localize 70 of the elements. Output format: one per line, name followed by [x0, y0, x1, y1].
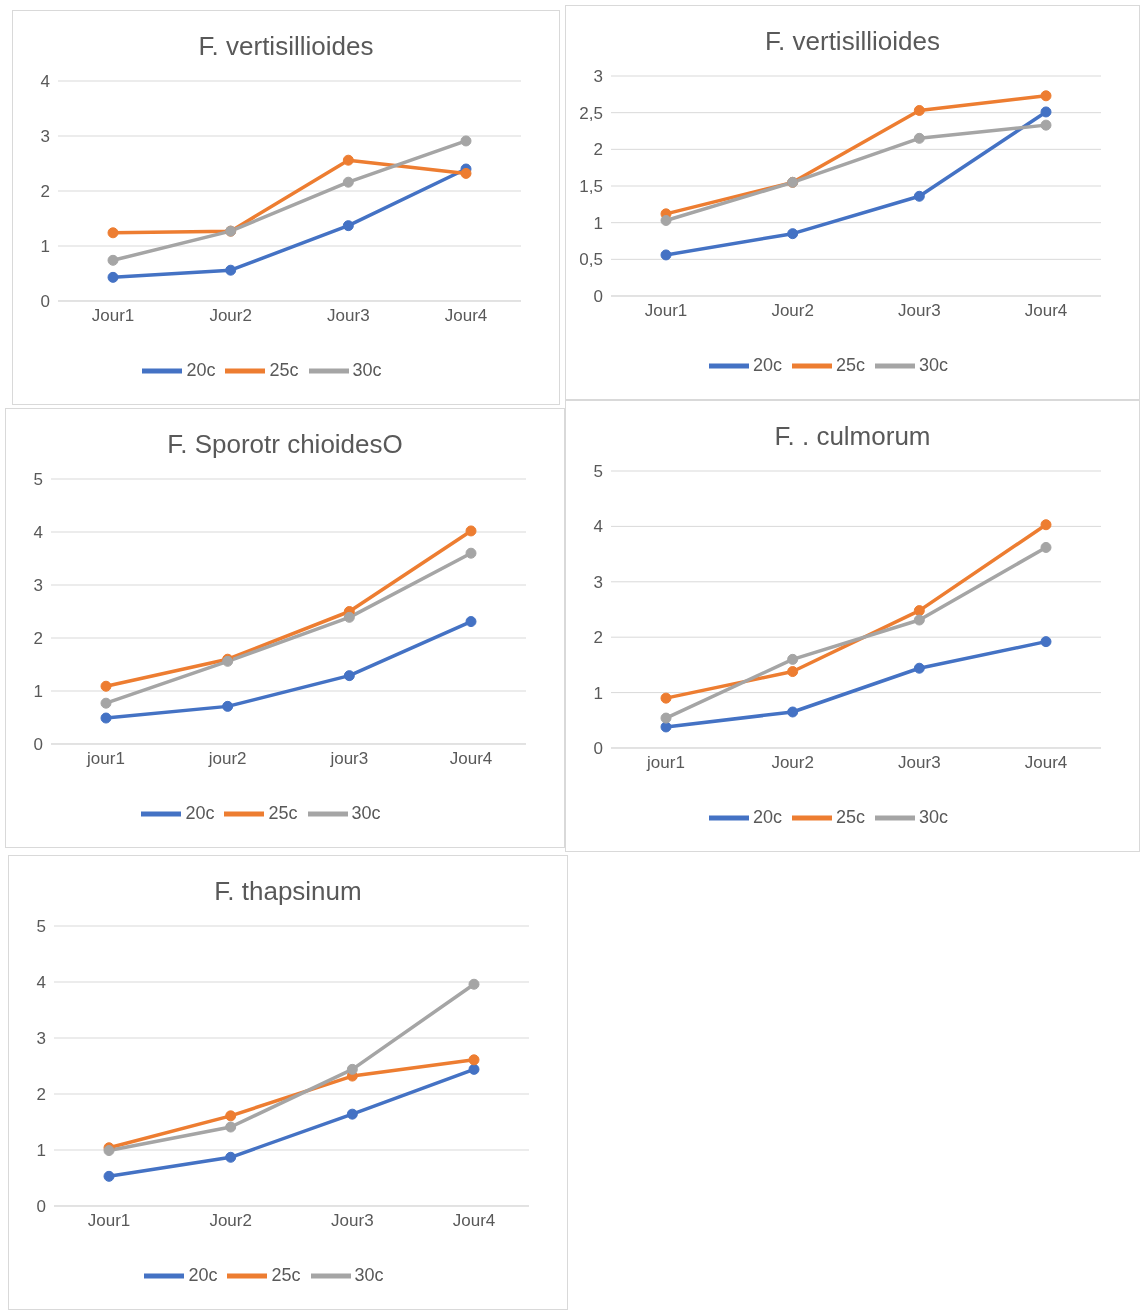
- x-tick-label: jour2: [207, 749, 247, 769]
- chart-title: F. vertisillioides: [764, 26, 941, 58]
- y-tick-label: 0: [593, 739, 603, 759]
- x-tick-label: jour1: [86, 749, 125, 769]
- legend-label: 30c: [919, 806, 949, 827]
- legend-label: 30c: [351, 802, 381, 823]
- x-tick-label: Jour2: [771, 301, 814, 321]
- legend-label: 20c: [752, 806, 782, 827]
- y-tick-label: 2: [36, 1085, 46, 1105]
- y-tick-label: 2: [40, 182, 50, 202]
- legend-label: 25c: [269, 359, 299, 380]
- y-tick-label: 5: [33, 470, 43, 490]
- legend-label: 20c: [752, 354, 782, 375]
- chart-title: F. Sporotr chioidesO: [166, 429, 404, 461]
- x-tick-label: Jour2: [209, 306, 252, 326]
- legend-label: 25c: [835, 806, 866, 827]
- y-tick-label: 2,5: [579, 103, 603, 123]
- chart-title: F. . culmorum: [773, 421, 932, 453]
- x-tick-label: Jour3: [331, 1211, 374, 1231]
- y-tick-label: 3: [40, 127, 50, 147]
- legend-label: 25c: [271, 1264, 301, 1285]
- legend-label: 20c: [185, 802, 215, 823]
- legend-label: 20c: [188, 1264, 218, 1285]
- x-tick-label: Jour4: [444, 306, 488, 326]
- y-tick-label: 1,5: [579, 177, 603, 197]
- y-tick-label: 1: [593, 213, 603, 233]
- y-tick-label: 0: [36, 1197, 46, 1217]
- y-tick-label: 4: [36, 973, 46, 993]
- legend-label: 30c: [354, 1264, 384, 1285]
- y-tick-label: 1: [36, 1141, 46, 1161]
- y-tick-label: 5: [593, 462, 603, 482]
- y-tick-label: 0: [33, 735, 43, 755]
- legend-label: 25c: [268, 802, 298, 823]
- y-tick-label: 0,5: [579, 250, 603, 270]
- y-tick-label: 1: [40, 237, 50, 257]
- x-tick-label: Jour3: [898, 301, 941, 321]
- y-tick-label: 4: [593, 517, 603, 537]
- legend-label: 25c: [835, 354, 866, 375]
- x-tick-label: Jour3: [327, 306, 370, 326]
- x-tick-label: Jour2: [209, 1211, 252, 1231]
- legend-label: 30c: [919, 354, 949, 375]
- y-tick-label: 3: [593, 67, 603, 87]
- legend-label: 30c: [352, 359, 382, 380]
- y-tick-label: 0: [593, 287, 603, 307]
- y-tick-label: 5: [36, 917, 46, 937]
- x-tick-label: Jour1: [644, 301, 688, 321]
- y-tick-label: 4: [40, 72, 50, 92]
- y-tick-label: 2: [593, 140, 603, 160]
- x-tick-label: Jour1: [87, 1211, 131, 1231]
- y-tick-label: 2: [33, 629, 43, 649]
- y-tick-label: 1: [593, 683, 603, 703]
- y-tick-label: 2: [593, 628, 603, 648]
- legend-label: 20c: [186, 359, 216, 380]
- y-tick-label: 0: [40, 292, 50, 312]
- x-tick-label: Jour2: [771, 753, 814, 773]
- x-tick-label: Jour4: [1024, 753, 1068, 773]
- x-tick-label: Jour1: [91, 306, 135, 326]
- y-tick-label: 4: [33, 523, 43, 543]
- x-tick-label: jour1: [646, 753, 685, 773]
- y-tick-label: 1: [33, 682, 43, 702]
- y-tick-label: 3: [593, 572, 603, 592]
- x-tick-label: Jour4: [449, 749, 493, 769]
- x-tick-label: jour3: [329, 749, 369, 769]
- x-tick-label: Jour4: [452, 1211, 496, 1231]
- x-tick-label: Jour4: [1024, 301, 1068, 321]
- x-tick-label: Jour3: [898, 753, 941, 773]
- y-tick-label: 3: [33, 576, 43, 596]
- y-tick-label: 3: [36, 1029, 46, 1049]
- chart-title: F. vertisillioides: [197, 31, 375, 63]
- chart-title: F. thapsinum: [213, 876, 363, 908]
